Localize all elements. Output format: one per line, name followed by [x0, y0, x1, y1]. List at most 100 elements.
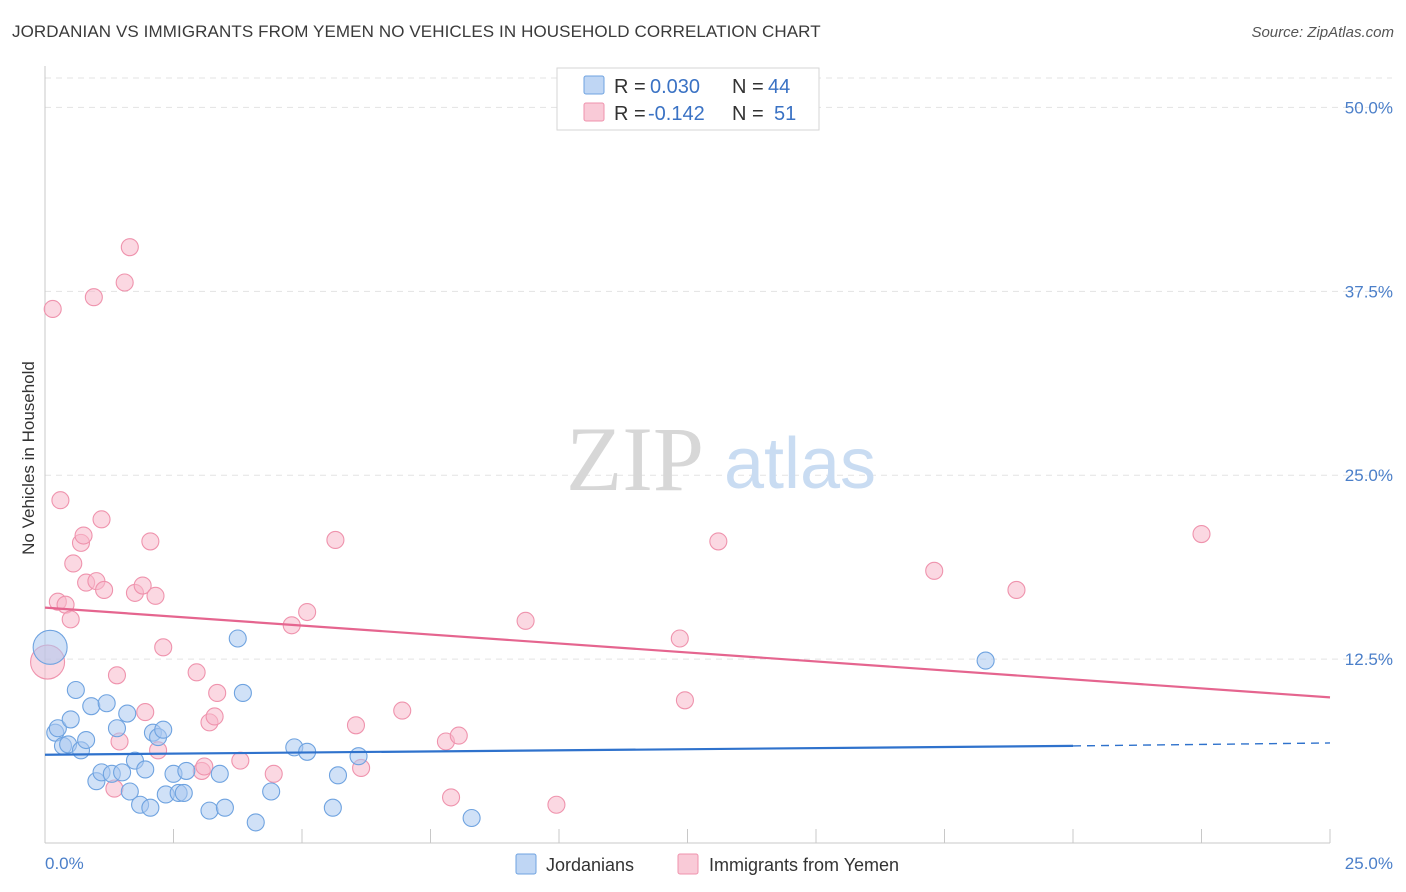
axes	[44, 66, 1331, 844]
point-yemen	[442, 788, 461, 807]
point-yemen	[393, 701, 412, 720]
trend-line-yemen	[44, 606, 1331, 699]
point-jordanians	[113, 763, 132, 782]
trend-line-jordanians-projection	[1072, 742, 1331, 747]
legend-label-yemen: Immigrants from Yemen	[709, 855, 899, 875]
point-jordanians	[32, 629, 68, 665]
point-yemen	[84, 288, 103, 307]
point-yemen	[1007, 580, 1026, 600]
point-yemen	[195, 757, 214, 776]
point-yemen	[1192, 525, 1211, 544]
point-yemen	[92, 510, 111, 529]
tick-labels: 12.5% 25.0% 37.5% 50.0% 0.0% 25.0%	[45, 98, 1393, 873]
point-yemen	[709, 532, 728, 551]
legend-swatch-yemen	[677, 853, 699, 875]
point-jordanians	[976, 651, 995, 670]
point-yemen	[105, 779, 124, 798]
point-yemen	[74, 526, 93, 545]
point-yemen	[133, 576, 152, 595]
point-jordanians	[136, 760, 155, 779]
point-jordanians	[349, 747, 368, 766]
legend-n-label: N =	[732, 103, 764, 125]
point-jordanians	[210, 764, 229, 783]
legend-n-value: 44	[768, 76, 790, 98]
point-yemen	[154, 638, 173, 657]
point-jordanians	[200, 801, 219, 820]
legend-swatch-jordanians	[583, 75, 605, 95]
point-yemen	[107, 666, 127, 685]
point-yemen	[449, 726, 468, 745]
point-jordanians	[215, 798, 234, 817]
point-jordanians	[61, 710, 80, 729]
point-yemen	[64, 554, 83, 573]
point-yemen	[516, 611, 535, 630]
y-tick-label: 25.0%	[1345, 466, 1393, 485]
point-jordanians	[177, 761, 196, 780]
point-jordanians	[228, 629, 247, 648]
y-tick-label: 37.5%	[1345, 282, 1393, 301]
series-legend: Jordanians Immigrants from Yemen	[515, 853, 899, 875]
point-jordanians	[154, 720, 173, 739]
point-yemen	[141, 532, 160, 551]
legend-label-jordanians: Jordanians	[546, 855, 634, 875]
point-yemen	[298, 602, 317, 622]
trend-lines	[44, 606, 1331, 756]
legend-swatch-jordanians	[515, 853, 537, 875]
point-yemen	[670, 629, 689, 648]
legend-n-value: 51	[774, 103, 796, 125]
chart-title: JORDANIAN VS IMMIGRANTS FROM YEMEN NO VE…	[12, 22, 821, 41]
legend-r-value: 0.030	[650, 76, 700, 98]
grid-lines	[45, 77, 1392, 660]
y-tick-label: 50.0%	[1345, 98, 1393, 117]
point-yemen	[231, 751, 250, 770]
point-yemen	[43, 299, 62, 319]
point-jordanians	[246, 813, 265, 832]
data-points	[30, 238, 1211, 832]
legend-r-value: -0.142	[648, 103, 705, 125]
point-jordanians	[66, 680, 85, 700]
point-jordanians	[118, 704, 137, 723]
point-yemen	[95, 580, 114, 600]
point-yemen	[51, 491, 70, 510]
point-yemen	[205, 707, 224, 726]
x-tick-label: 0.0%	[45, 854, 84, 873]
point-yemen	[547, 795, 566, 814]
point-yemen	[925, 561, 944, 580]
watermark-zip: ZIP	[566, 408, 704, 510]
point-jordanians	[48, 719, 67, 738]
point-yemen	[146, 586, 165, 605]
watermark-atlas: atlas	[724, 424, 876, 504]
point-jordanians	[120, 782, 139, 801]
point-yemen	[264, 764, 283, 783]
point-jordanians	[97, 694, 116, 713]
point-jordanians	[323, 798, 342, 817]
source-label: Source: ZipAtlas.com	[1251, 24, 1394, 41]
y-axis-title: No Vehicles in Household	[19, 361, 38, 555]
point-jordanians	[141, 798, 160, 817]
legend-r-label: R =	[614, 103, 646, 125]
point-yemen	[120, 238, 139, 257]
point-jordanians	[82, 697, 101, 716]
point-yemen	[346, 716, 366, 735]
correlation-legend: R = 0.030 N = 44 R = -0.142 N = 51	[556, 67, 820, 131]
legend-swatch-yemen	[583, 102, 605, 122]
point-yemen	[675, 691, 694, 710]
point-jordanians	[462, 808, 481, 828]
point-yemen	[61, 610, 80, 629]
point-yemen	[187, 663, 206, 682]
point-jordanians	[262, 782, 281, 801]
point-yemen	[208, 683, 227, 702]
point-jordanians	[77, 730, 96, 750]
point-jordanians	[233, 683, 252, 702]
watermark: ZIP atlas	[566, 408, 876, 510]
y-tick-label: 12.5%	[1345, 650, 1393, 669]
point-jordanians	[328, 766, 348, 785]
point-yemen	[136, 703, 155, 722]
point-yemen	[326, 530, 345, 549]
legend-r-label: R =	[614, 76, 646, 98]
x-tick-label: 25.0%	[1345, 854, 1393, 873]
trend-line-jordanians	[44, 744, 1074, 756]
legend-n-label: N =	[732, 76, 764, 98]
point-jordanians	[107, 719, 127, 738]
